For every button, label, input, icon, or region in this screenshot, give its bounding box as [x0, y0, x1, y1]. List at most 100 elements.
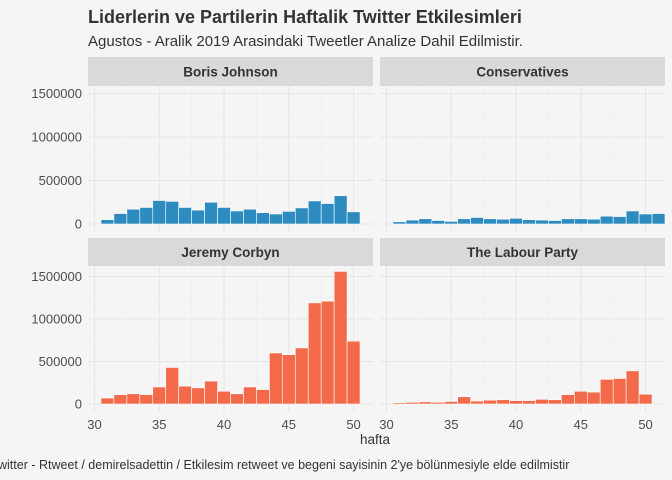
bar-week-43: [256, 212, 270, 225]
bar-week-32: [113, 394, 128, 405]
facet-strip-label: Boris Johnson: [183, 65, 278, 80]
bar-week-34: [431, 401, 446, 405]
bar-week-50: [346, 340, 361, 405]
facet-strip: [380, 57, 665, 86]
bar-week-41: [230, 210, 244, 225]
bar-week-42: [243, 208, 257, 225]
bar-week-33: [418, 218, 433, 225]
bar-week-40: [509, 218, 523, 225]
bar-week-45: [282, 354, 296, 405]
bar-week-36: [165, 367, 179, 405]
facet-strip-label: The Labour Party: [467, 245, 579, 260]
bar-week-48: [612, 378, 627, 405]
bar-week-36: [165, 201, 179, 225]
facet-strip: [88, 57, 373, 86]
bar-week-48: [612, 216, 627, 225]
bar-week-45: [574, 390, 588, 405]
bar-week-35: [152, 386, 167, 405]
chart-title: Liderlerin ve Partilerin Haftalik Twitte…: [88, 7, 522, 27]
y-tick-label: 0: [75, 217, 82, 232]
bar-week-48: [320, 203, 335, 225]
x-tick-label: 30: [87, 417, 101, 432]
bar-week-40: [217, 207, 231, 225]
bar-week-32: [405, 219, 420, 225]
panel-conservatives: Conservatives: [380, 57, 666, 232]
bar-week-47: [599, 379, 614, 405]
bar-week-36: [457, 396, 471, 405]
bar-week-44: [269, 213, 283, 225]
bar-week-41: [522, 219, 536, 225]
x-tick-label: 40: [217, 417, 231, 432]
bar-week-38: [483, 218, 497, 225]
bar-week-44: [269, 352, 283, 405]
facet-strip-label: Conservatives: [476, 65, 568, 80]
bar-week-43: [256, 389, 270, 405]
bar-week-37: [470, 217, 484, 225]
y-tick-label: 1500000: [31, 269, 82, 284]
bar-week-42: [535, 399, 549, 405]
panel-jeremy-corbyn: Jeremy Corbyn 0 500000 1000000 1500000 30 35 40…: [31, 238, 373, 432]
bar-week-45: [282, 211, 296, 225]
y-tick-label: 500000: [39, 173, 82, 188]
bar-week-41: [230, 393, 244, 405]
bar-week-43: [548, 220, 562, 225]
bar-week-32: [405, 401, 420, 405]
bar-week-39: [496, 399, 510, 405]
facet-strip-label: Jeremy Corbyn: [181, 245, 279, 260]
bar-week-33: [418, 401, 433, 405]
bar-week-49: [625, 370, 640, 405]
bar-week-33: [126, 208, 141, 225]
x-axis-title: hafta: [360, 432, 391, 447]
chart-subtitle: Agustos - Aralik 2019 Arasindaki Tweetle…: [88, 33, 523, 50]
bar-week-47: [307, 302, 322, 405]
bar-week-34: [431, 220, 446, 225]
bar-week-39: [496, 218, 510, 225]
facet-strip: [380, 238, 665, 266]
bar-week-38: [191, 387, 205, 405]
bar-week-49: [333, 195, 348, 225]
bar-week-49: [333, 271, 348, 405]
bar-week-33: [126, 393, 141, 405]
bar-week-36: [457, 218, 471, 225]
bar-week-35: [444, 221, 459, 225]
bar-week-34: [139, 394, 154, 405]
bar-week-45: [574, 218, 588, 225]
bar-week-49: [625, 210, 640, 225]
bar-week-39: [204, 380, 218, 405]
panel-the-labour-party: The Labour Party 30 35 40 45 50: [379, 238, 665, 432]
bar-week-46: [294, 347, 309, 405]
x-tick-label: 35: [152, 417, 166, 432]
bars: [100, 195, 361, 225]
bar-week-32: [113, 213, 128, 225]
bar-week-50: [638, 393, 653, 405]
facet-panels: Boris Johnson 0 500000 1000000 1500000 Conser…: [31, 57, 666, 432]
bar-week-40: [509, 400, 523, 405]
x-tick-label: 50: [346, 417, 360, 432]
bar-week-48: [320, 300, 335, 405]
bar-week-51: [651, 213, 666, 225]
bars: [392, 370, 653, 405]
bar-week-50: [346, 211, 361, 225]
gridlines: [380, 86, 665, 232]
y-tick-label: 1500000: [31, 86, 82, 101]
x-tick-label: 35: [444, 417, 458, 432]
bar-week-43: [548, 399, 562, 405]
bar-week-42: [243, 386, 257, 405]
x-tick-label: 45: [574, 417, 588, 432]
facet-strip: [88, 238, 373, 266]
bar-week-41: [522, 400, 536, 405]
y-tick-label: 1000000: [31, 312, 82, 327]
y-tick-label: 500000: [39, 354, 82, 369]
bar-week-46: [586, 391, 601, 405]
bar-week-35: [152, 200, 167, 225]
bar-week-42: [535, 219, 549, 225]
chart-caption: witter - Rtweet / demirelsadettin / Etki…: [0, 458, 569, 472]
bar-week-31: [392, 221, 407, 225]
bar-week-47: [307, 200, 322, 225]
y-tick-label: 1000000: [31, 130, 82, 145]
bars: [100, 271, 361, 405]
bar-week-37: [178, 207, 192, 225]
panel-boris-johnson: Boris Johnson 0 500000 1000000 1500000: [31, 57, 373, 232]
bars: [392, 210, 666, 225]
